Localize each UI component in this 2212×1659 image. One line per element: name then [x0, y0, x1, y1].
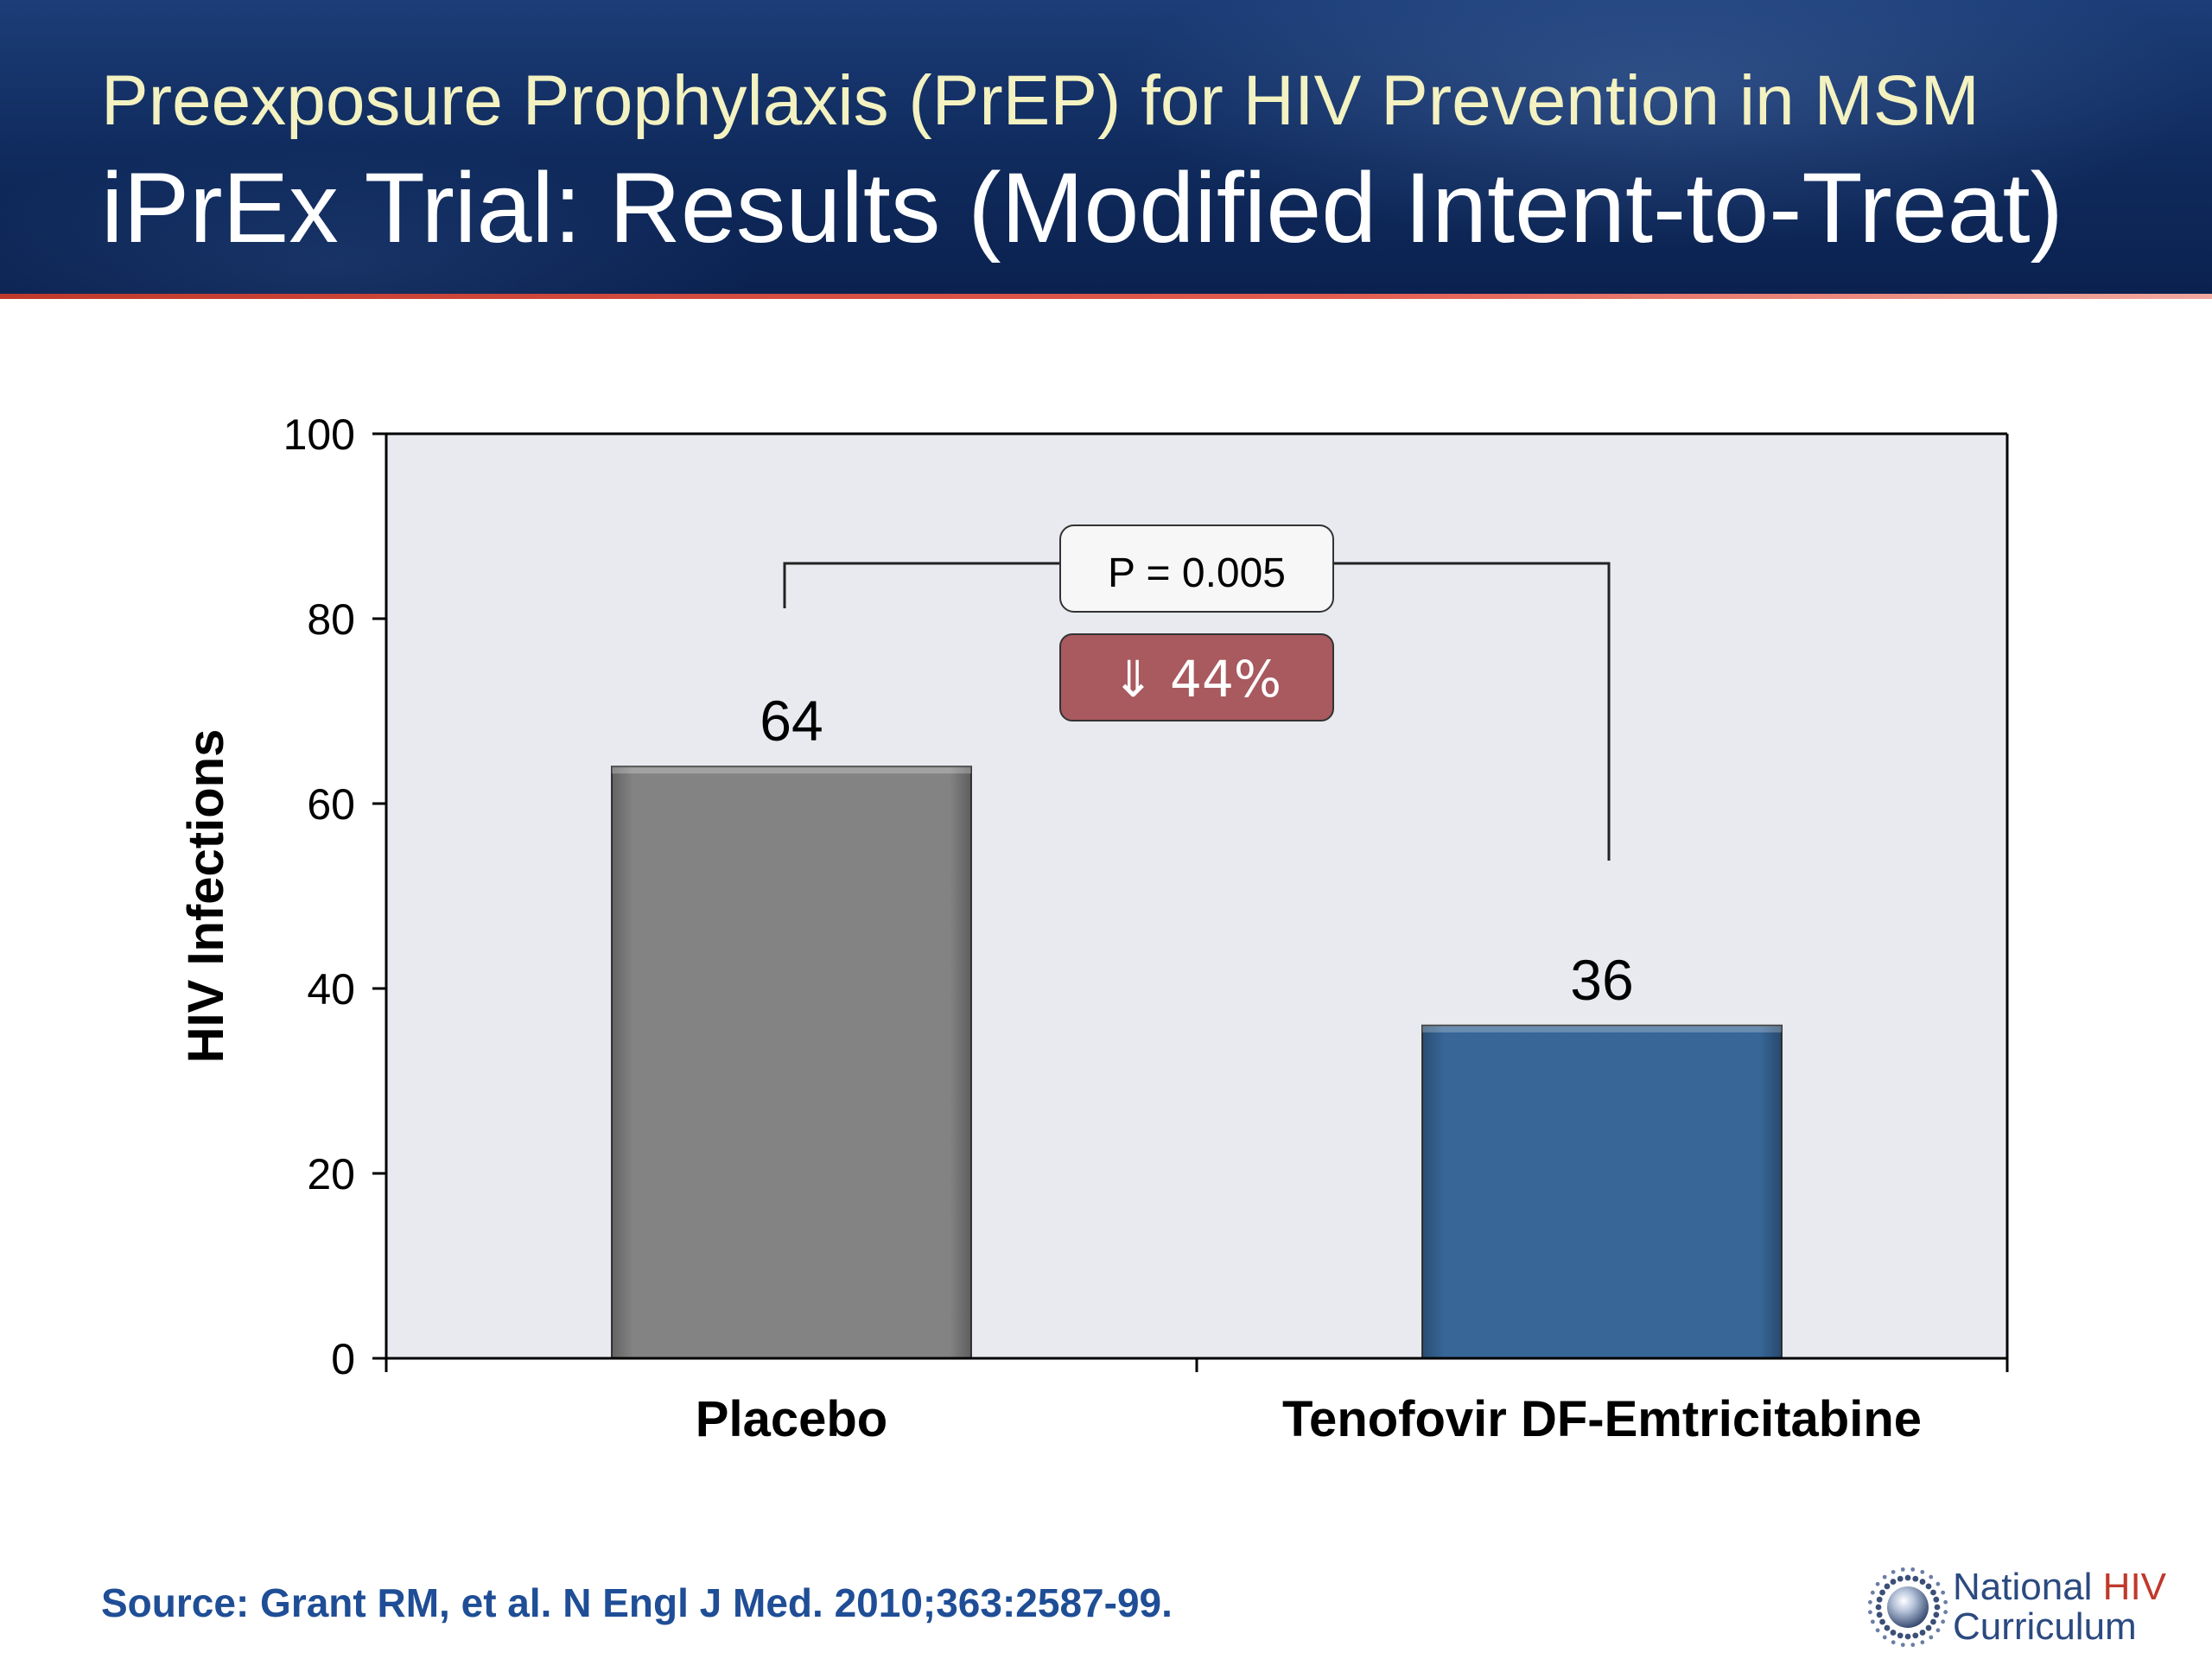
reduction-badge	[1059, 633, 1334, 721]
sunburst-logo-icon	[1867, 1567, 1948, 1648]
logo-dot	[1941, 1590, 1946, 1595]
logo-dot	[1930, 1589, 1936, 1596]
logo-dot	[1897, 1575, 1904, 1582]
logo-dot	[1890, 1630, 1897, 1636]
logo-dot	[1876, 1596, 1883, 1603]
reduction-text: ⇓ 44%	[1112, 650, 1281, 709]
logo-dot	[1879, 1618, 1885, 1625]
bar-1-top-highlight	[612, 766, 971, 774]
logo-dot	[1929, 1635, 1934, 1640]
logo-dot	[1943, 1610, 1948, 1615]
logo-dot	[1936, 1628, 1941, 1633]
logo-dot	[1933, 1611, 1940, 1618]
logo-dot	[1943, 1599, 1948, 1605]
logo-dot	[1912, 1632, 1919, 1639]
logo-dot	[1875, 1628, 1880, 1633]
y-tick-label: 100	[283, 410, 355, 459]
x-tick-label: Tenofovir DF-Emtricitabine	[1282, 1391, 1922, 1447]
logo-dot	[1904, 1574, 1911, 1581]
slide-header: Preexposure Prophylaxis (PrEP) for HIV P…	[0, 0, 2212, 294]
logo-dot	[1897, 1632, 1904, 1639]
source-citation: Source: Grant RM, et al. N Engl J Med. 2…	[101, 1580, 1173, 1625]
logo-word-hiv: HIV	[2102, 1566, 2167, 1608]
logo-dot	[1870, 1590, 1875, 1595]
data-label: 36	[1570, 948, 1633, 1012]
logo-dot	[1920, 1640, 1925, 1645]
logo-dot	[1910, 1643, 1916, 1648]
slide-title: iPrEx Trial: Results (Modified Intent-to…	[101, 153, 2063, 264]
logo-dot	[1875, 1581, 1880, 1586]
logo-dot	[1934, 1604, 1941, 1611]
logo-dot	[1910, 1567, 1916, 1572]
logo-dot	[1900, 1643, 1905, 1648]
logo-dot	[1900, 1567, 1905, 1572]
bar-2-top-highlight	[1422, 1025, 1782, 1033]
data-label: 64	[760, 689, 823, 753]
logo-dot	[1919, 1579, 1926, 1585]
logo-dot	[1891, 1640, 1896, 1645]
logo-dot	[1890, 1579, 1897, 1585]
logo-text-line2: Curriculum	[1953, 1605, 2137, 1648]
y-tick-label: 0	[331, 1335, 355, 1383]
logo-dot	[1882, 1635, 1887, 1640]
logo-dot	[1941, 1619, 1946, 1624]
y-axis-label: HIV Infections	[178, 729, 234, 1064]
y-tick-label: 60	[307, 780, 355, 829]
bar-2-bevel	[1422, 1025, 1782, 1358]
y-tick-label: 20	[307, 1150, 355, 1198]
national-hiv-curriculum-logo: National HIV Curriculum	[1866, 1564, 2195, 1650]
header-divider	[0, 294, 2212, 299]
logo-dot	[1912, 1575, 1919, 1582]
x-tick-label: Placebo	[696, 1391, 887, 1447]
logo-dot	[1930, 1618, 1936, 1625]
logo-dot	[1884, 1624, 1891, 1631]
p-value-box	[1059, 524, 1334, 613]
bar-1-bevel	[612, 766, 971, 1358]
y-tick-label: 40	[307, 965, 355, 1014]
logo-dot	[1870, 1619, 1875, 1624]
logo-dot	[1875, 1604, 1882, 1611]
logo-dot	[1882, 1574, 1887, 1580]
logo-dot	[1925, 1583, 1932, 1590]
logo-dot	[1884, 1583, 1891, 1590]
logo-dot	[1867, 1610, 1872, 1615]
y-tick-label: 80	[307, 595, 355, 644]
p-value-text: P = 0.005	[1108, 550, 1286, 596]
logo-dot	[1929, 1574, 1934, 1580]
logo-dot	[1919, 1630, 1926, 1636]
logo-dot	[1879, 1589, 1885, 1596]
logo-dot	[1876, 1611, 1883, 1618]
logo-dot	[1936, 1581, 1941, 1586]
logo-dot	[1891, 1569, 1896, 1574]
logo-dot	[1867, 1599, 1872, 1605]
logo-text-line1: National HIV	[1953, 1567, 2166, 1607]
logo-dot	[1925, 1624, 1932, 1631]
logo-dot	[1920, 1569, 1925, 1574]
logo-dot	[1904, 1633, 1911, 1640]
logo-word-national: National	[1953, 1566, 2103, 1608]
slide-subtitle: Preexposure Prophylaxis (PrEP) for HIV P…	[101, 61, 1980, 140]
logo-dot	[1933, 1596, 1940, 1603]
header-background-glow	[0, 0, 2212, 294]
